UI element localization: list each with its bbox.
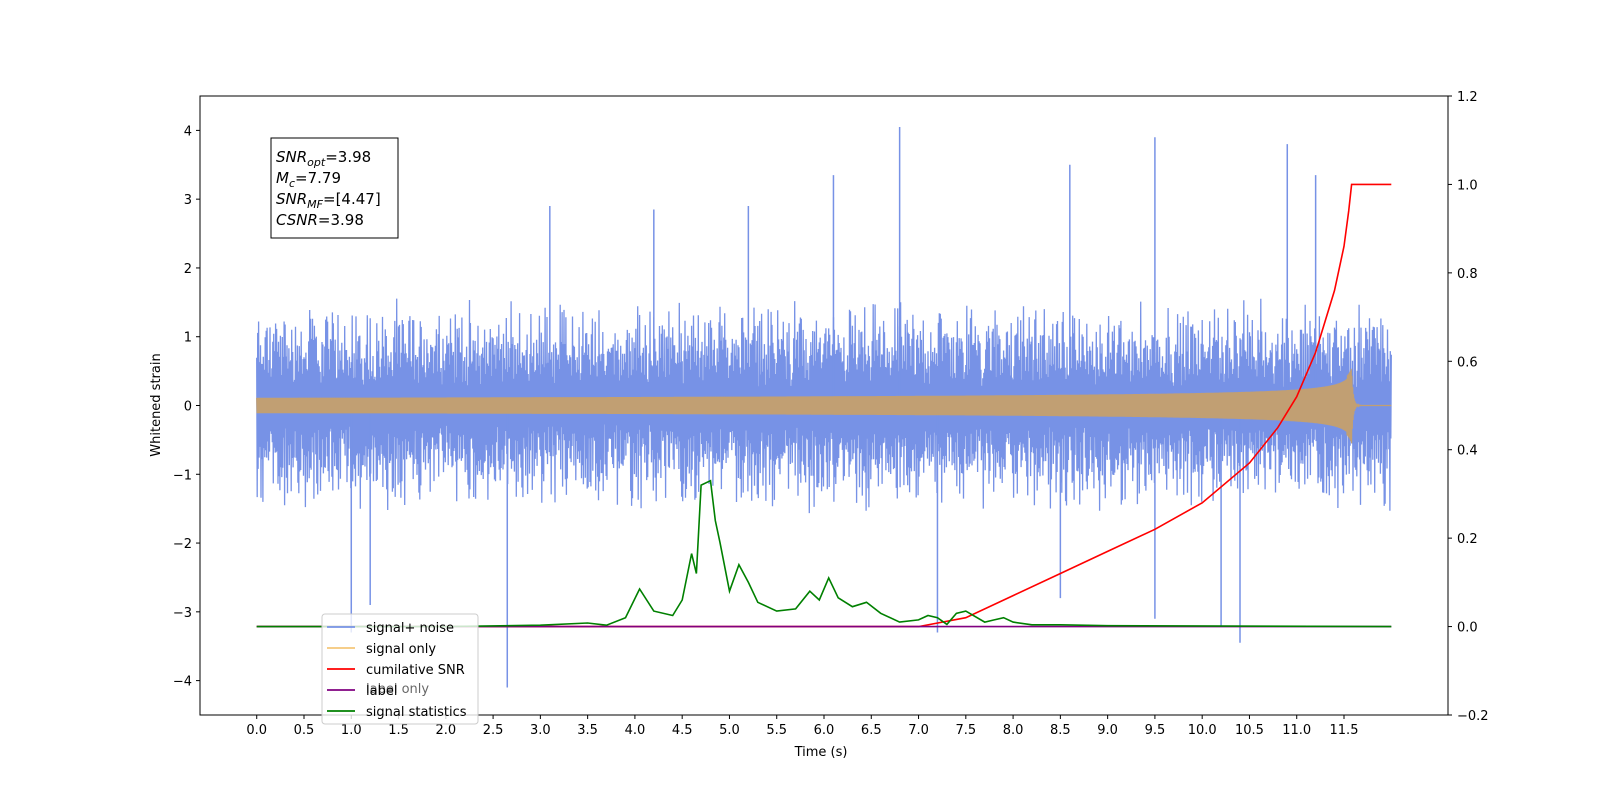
x-tick-label: 11.5 [1330, 723, 1359, 738]
x-axis-label: Time (s) [794, 745, 848, 760]
annotation-subscript: opt [307, 156, 326, 169]
annotation-line: SNRopt=3.98 [276, 148, 371, 169]
x-axis: 0.0 0.5 1.0 1.5 2.0 2.5 3.0 3.5 4.0 4.5 5.0 5.5 6.0 6… [246, 715, 1358, 738]
legend-label: cumilative SNR [366, 663, 465, 678]
x-tick-label: 5.0 [719, 723, 740, 738]
annotation-symbol: CSNR [276, 211, 318, 229]
annotation-value: =3.98 [318, 211, 364, 229]
x-tick-label: 5.5 [766, 723, 787, 738]
y-axis-right: 1.2 1.0 0.8 0.6 0.4 0.2 0.0 −0.2 [1448, 90, 1489, 724]
y-tick-label: 3 [184, 193, 192, 208]
annotation-value: =7.79 [295, 169, 341, 187]
legend-label: signal statistics [366, 705, 467, 720]
y2-tick-label: 0.6 [1457, 355, 1478, 370]
annotation-line: CSNR=3.98 [276, 211, 364, 229]
x-tick-label: 3.0 [530, 723, 551, 738]
legend: label only signal+ noise signal only cumila… [321, 613, 479, 725]
annotation-symbol: M [276, 169, 289, 187]
x-tick-label: 0.5 [294, 723, 315, 738]
y-tick-label: 2 [184, 262, 192, 277]
series-signal-noise [256, 298, 1392, 514]
series-layer [256, 126, 1392, 688]
series-signal-statistics [256, 479, 1392, 628]
x-tick-label: 2.5 [483, 723, 504, 738]
legend-frame [321, 613, 479, 725]
x-tick-label: 8.5 [1050, 723, 1071, 738]
x-tick-label: 6.0 [814, 723, 835, 738]
y2-tick-label: 0.8 [1457, 267, 1478, 282]
x-tick-label: 9.5 [1145, 723, 1166, 738]
y-tick-label: 1 [184, 331, 192, 346]
y-tick-label: −2 [173, 537, 192, 552]
y-axis-label: Whitened strain [149, 353, 164, 456]
annotation-symbol: SNR [276, 148, 307, 166]
x-tick-label: 9.0 [1097, 723, 1118, 738]
annotation-line: Mc=7.79 [276, 169, 341, 190]
x-tick-label: 1.5 [388, 723, 409, 738]
legend-hidden-text: label only [366, 682, 429, 697]
annotation-frame [270, 137, 399, 239]
y-axis-left: 4 3 2 1 0 −1 −2 −3 −4 [173, 124, 200, 690]
x-tick-label: 10.0 [1188, 723, 1217, 738]
y2-tick-label: −0.2 [1457, 709, 1489, 724]
x-tick-label: 0.0 [246, 723, 267, 738]
annotation-symbol: SNR [276, 190, 307, 208]
legend-label: label [366, 684, 397, 699]
annotation-value: =[4.47] [323, 190, 381, 208]
legend-label: signal only [366, 642, 436, 657]
annotation-value: =3.98 [325, 148, 371, 166]
x-tick-label: 1.0 [341, 723, 362, 738]
y-tick-label: 4 [184, 124, 192, 139]
series-cumilative-snr [256, 183, 1392, 628]
y2-tick-label: 0.4 [1457, 444, 1478, 459]
annotation-line: SNRMF=[4.47] [276, 190, 381, 211]
x-tick-label: 2.0 [435, 723, 456, 738]
y2-tick-label: 0.0 [1457, 621, 1478, 636]
y-tick-label: −1 [173, 468, 192, 483]
y-tick-label: 0 [184, 400, 192, 415]
x-tick-label: 10.5 [1235, 723, 1264, 738]
annotation-subscript: c [289, 177, 295, 190]
y2-tick-label: 0.2 [1457, 532, 1478, 547]
series-signal-only [256, 368, 1392, 444]
x-tick-label: 4.0 [625, 723, 646, 738]
x-tick-label: 11.0 [1282, 723, 1311, 738]
y-tick-label: −4 [173, 675, 192, 690]
x-tick-label: 4.5 [672, 723, 693, 738]
x-tick-label: 7.0 [908, 723, 929, 738]
y-tick-label: −3 [173, 606, 192, 621]
x-tick-label: 3.5 [577, 723, 598, 738]
annotation-subscript: MF [307, 198, 323, 211]
y2-tick-label: 1.2 [1457, 90, 1478, 105]
y2-tick-label: 1.0 [1457, 178, 1478, 193]
legend-label: signal+ noise [366, 621, 454, 636]
x-tick-label: 6.5 [861, 723, 882, 738]
x-tick-label: 7.5 [955, 723, 976, 738]
x-tick-label: 8.0 [1003, 723, 1024, 738]
